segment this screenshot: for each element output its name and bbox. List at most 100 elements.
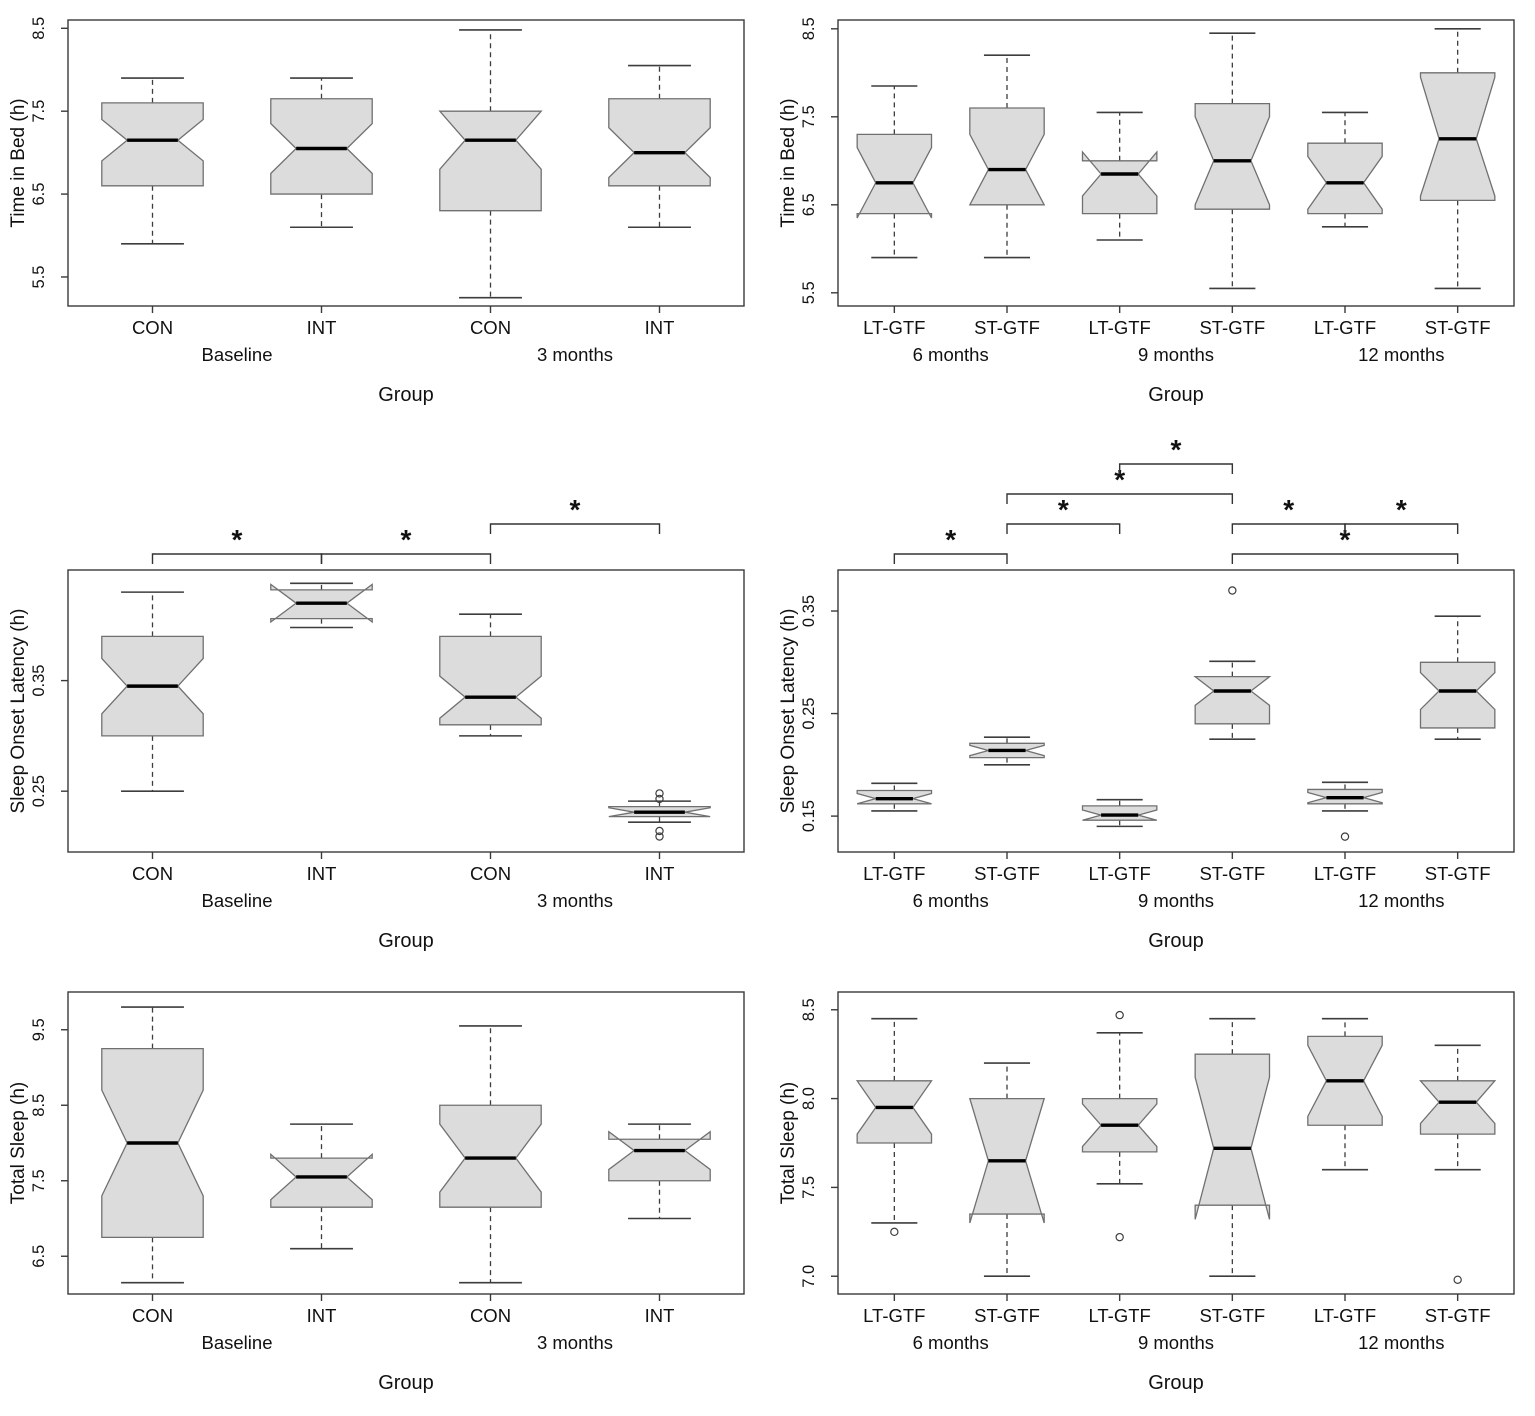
x-tick-label: LT-GTF [863,1305,925,1326]
significance-bracket [1118,463,1234,474]
outlier-point [890,1227,899,1237]
x-axis-title: Group [1148,384,1204,406]
x-group-label: 9 months [1138,890,1214,911]
notched-box [968,107,1046,206]
boxplot-time-in-bed-con-int: 5.5 6.5 7.5 8.5 Time in Bed (h) CON INT CON INT B… [8,17,745,406]
notched-box [439,635,542,726]
y-tick-label: 8.5 [30,17,48,40]
panel-sleep-onset-latency-con-int: 0.25 0.35 Sleep Onset Latency (h) CON INT CON… [2,420,760,972]
notched-box [270,1152,373,1208]
outlier-point [1115,1232,1124,1242]
x-tick-label: ST-GTF [974,863,1040,884]
x-tick-label: ST-GTF [1199,1305,1265,1326]
panel-total-sleep-con-int: 6.5 7.5 8.5 9.5 Total Sleep (h) CON INT CON INT B… [2,974,760,1414]
y-tick-label: 9.5 [30,1018,48,1041]
significance-bracket [489,523,661,534]
x-tick-label: LT-GTF [1314,317,1376,338]
x-tick-label: CON [470,1305,511,1326]
y-tick-label: 7.5 [30,1169,48,1192]
notched-box [270,98,373,195]
plot-frame [837,991,1515,1295]
outlier-point [1115,1010,1124,1020]
y-axis-title: Sleep Onset Latency (h) [778,609,799,814]
y-tick-label: 6.5 [30,1245,48,1268]
x-tick-label: CON [132,863,173,884]
x-axis-title: Group [378,930,434,952]
outlier-point [655,826,664,836]
x-group-label: Baseline [202,1332,273,1353]
x-group-label: Baseline [202,344,273,365]
x-group-label: 6 months [913,1332,989,1353]
x-tick-label: LT-GTF [1088,863,1150,884]
notched-box [1081,805,1158,821]
significance-star: * [570,494,581,525]
x-group-label: 9 months [1138,1332,1214,1353]
notched-box [101,102,204,187]
y-tick-label: 0.25 [800,698,818,730]
significance-bracket [151,553,323,564]
x-axis-title: Group [1148,1372,1204,1394]
panel-total-sleep-gtf: 7.0 7.5 8.0 8.5 Total Sleep (h) LT-GTF ST-GTF L… [772,974,1530,1414]
y-tick-label: 5.5 [30,266,48,289]
x-tick-label: ST-GTF [1199,317,1265,338]
significance-star: * [1058,494,1069,525]
x-group-label: 3 months [537,890,613,911]
notched-box [1419,72,1496,202]
x-tick-label: ST-GTF [974,1305,1040,1326]
notched-box [439,1104,542,1208]
significance-bracket [1231,553,1459,564]
notched-box [1419,1080,1497,1135]
outlier-point [655,789,664,798]
x-group-label: 12 months [1358,890,1444,911]
x-tick-label: CON [470,863,511,884]
boxplot-total-sleep-gtf: 7.0 7.5 8.0 8.5 Total Sleep (h) LT-GTF ST-GTF L… [778,991,1515,1394]
notched-box [1193,675,1272,725]
panel-time-in-bed-con-int: 5.5 6.5 7.5 8.5 Time in Bed (h) CON INT CON INT B… [2,2,760,418]
significance-bracket [320,553,492,564]
x-tick-label: INT [645,317,675,338]
y-tick-label: 8.5 [800,17,818,40]
y-tick-label: 6.5 [30,183,48,206]
x-tick-label: LT-GTF [1314,1305,1376,1326]
x-axis-title: Group [1148,930,1204,952]
y-tick-label: 7.5 [800,105,818,128]
y-tick-label: 0.35 [30,665,48,697]
y-tick-label: 0.15 [800,800,818,832]
x-tick-label: ST-GTF [1425,1305,1491,1326]
x-tick-label: INT [307,863,337,884]
notched-box [438,110,543,212]
y-tick-label: 7.5 [30,100,48,123]
x-group-label: 3 months [537,1332,613,1353]
x-group-label: 12 months [1358,1332,1444,1353]
outlier-point [1228,586,1237,595]
significance-star: * [1283,494,1294,525]
y-axis-title: Sleep Onset Latency (h) [8,609,29,814]
notched-box [608,1130,711,1182]
significance-star: * [401,524,412,555]
x-tick-label: LT-GTF [1088,1305,1150,1326]
boxplot-total-sleep-con-int: 6.5 7.5 8.5 9.5 Total Sleep (h) CON INT CON INT B… [8,991,745,1394]
notched-box [1419,661,1496,729]
x-tick-label: LT-GTF [1088,317,1150,338]
x-tick-label: ST-GTF [1425,863,1491,884]
y-axis-title: Time in Bed (h) [778,98,799,227]
x-group-label: 6 months [913,344,989,365]
plot-frame [837,19,1515,307]
plot-frame [837,569,1515,853]
boxplot-time-in-bed-gtf: 5.5 6.5 7.5 8.5 Time in Bed (h) LT-GTF ST-GTF L… [778,17,1515,406]
outlier-point [1340,832,1350,841]
x-group-label: 3 months [537,344,613,365]
notched-box [1081,150,1158,215]
x-group-label: 12 months [1358,344,1444,365]
y-axis-title: Total Sleep (h) [778,1082,799,1205]
x-tick-label: ST-GTF [974,317,1040,338]
y-tick-label: 6.5 [800,193,818,216]
x-tick-label: ST-GTF [1199,863,1265,884]
x-tick-label: CON [132,317,173,338]
significance-star: * [1114,464,1125,495]
y-axis-title: Time in Bed (h) [8,98,29,227]
x-tick-label: INT [307,317,337,338]
y-tick-label: 8.5 [800,998,818,1021]
x-tick-label: CON [132,1305,173,1326]
